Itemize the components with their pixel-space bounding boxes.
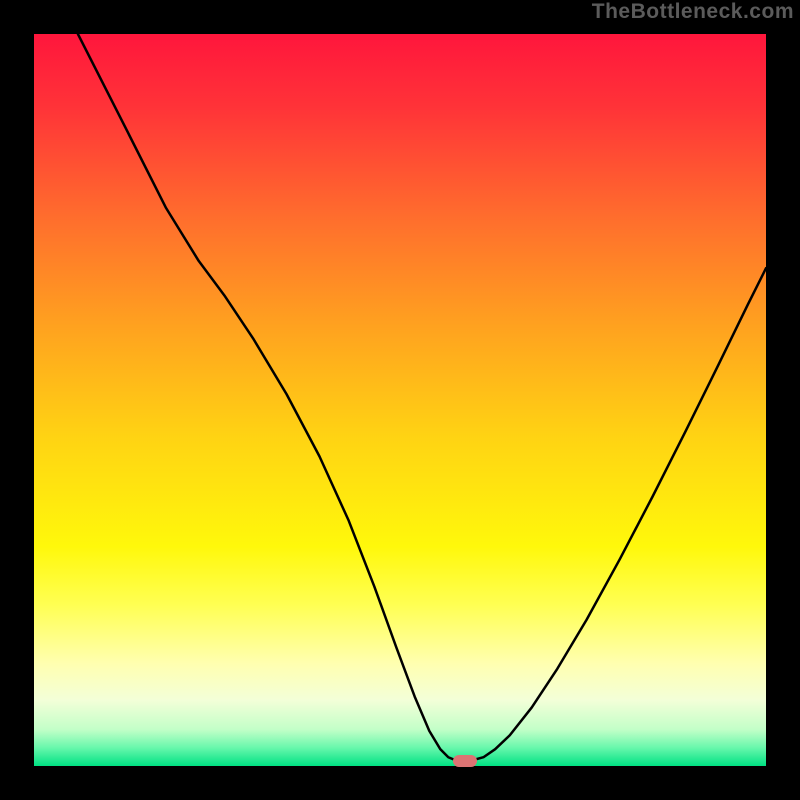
optimal-point-marker	[453, 755, 477, 767]
watermark-text: TheBottleneck.com	[592, 0, 794, 24]
chart-frame: TheBottleneck.com	[0, 0, 800, 800]
bottleneck-curve	[34, 34, 766, 766]
plot-area	[34, 34, 766, 766]
